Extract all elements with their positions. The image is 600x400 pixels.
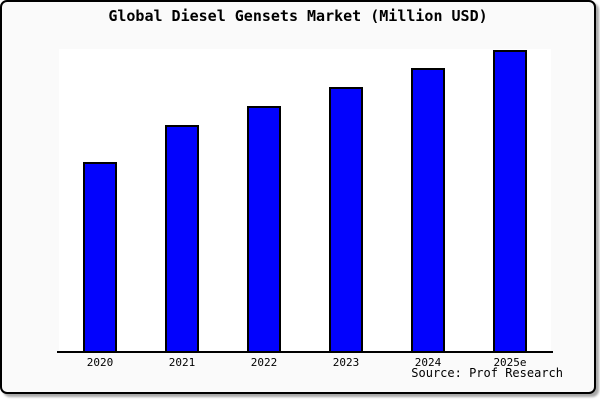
x-tick-label-2020: 2020 xyxy=(86,356,114,369)
bar-2021 xyxy=(165,125,199,352)
source-label: Source: Prof Research xyxy=(411,366,563,380)
chart-frame: Global Diesel Gensets Market (Million US… xyxy=(0,0,596,394)
x-tick-label-2024: 2024 xyxy=(414,356,442,369)
bar-2023 xyxy=(329,87,363,352)
x-tick-label-2022: 2022 xyxy=(250,356,278,369)
x-tick-label-2021: 2021 xyxy=(168,356,196,369)
x-tick-label-2023: 2023 xyxy=(332,356,360,369)
plot-area xyxy=(59,49,551,352)
x-tick-label-2025e: 2025e xyxy=(493,356,527,369)
chart-title: Global Diesel Gensets Market (Million US… xyxy=(108,7,488,25)
x-axis-line xyxy=(57,351,553,353)
bar-2020 xyxy=(83,162,117,352)
bar-2022 xyxy=(247,106,281,352)
bar-2024 xyxy=(411,68,445,352)
bar-2025e xyxy=(493,50,527,352)
